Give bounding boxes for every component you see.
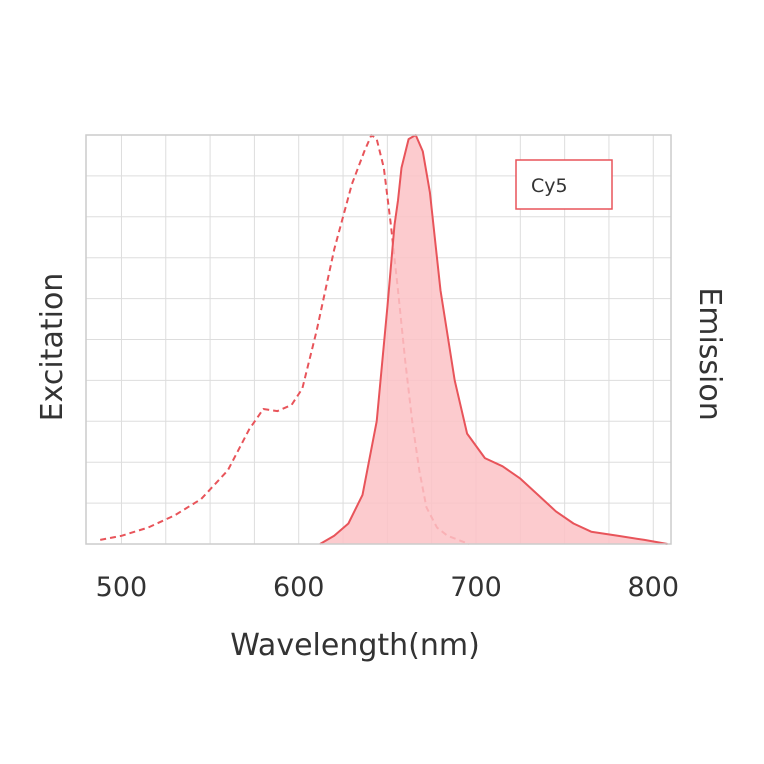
series-layer [100,134,668,545]
legend: Cy5 [515,159,613,210]
plot-frame [85,134,672,545]
legend-label-cy5: Cy5 [531,175,568,197]
series-emission-area [320,135,668,544]
y-axis-title-excitation: Excitation [35,273,70,422]
x-tick-label: 700 [450,572,502,603]
x-tick-labels: 500 600 700 800 [96,572,679,603]
y-axis-title-emission: Emission [692,287,727,420]
x-axis-title: Wavelength(nm) [230,628,480,663]
legend-box [515,159,613,210]
x-tick-label: 800 [627,572,679,603]
x-tick-label: 600 [273,572,325,603]
x-tick-label: 500 [96,572,148,603]
series-emission-line [319,134,668,545]
